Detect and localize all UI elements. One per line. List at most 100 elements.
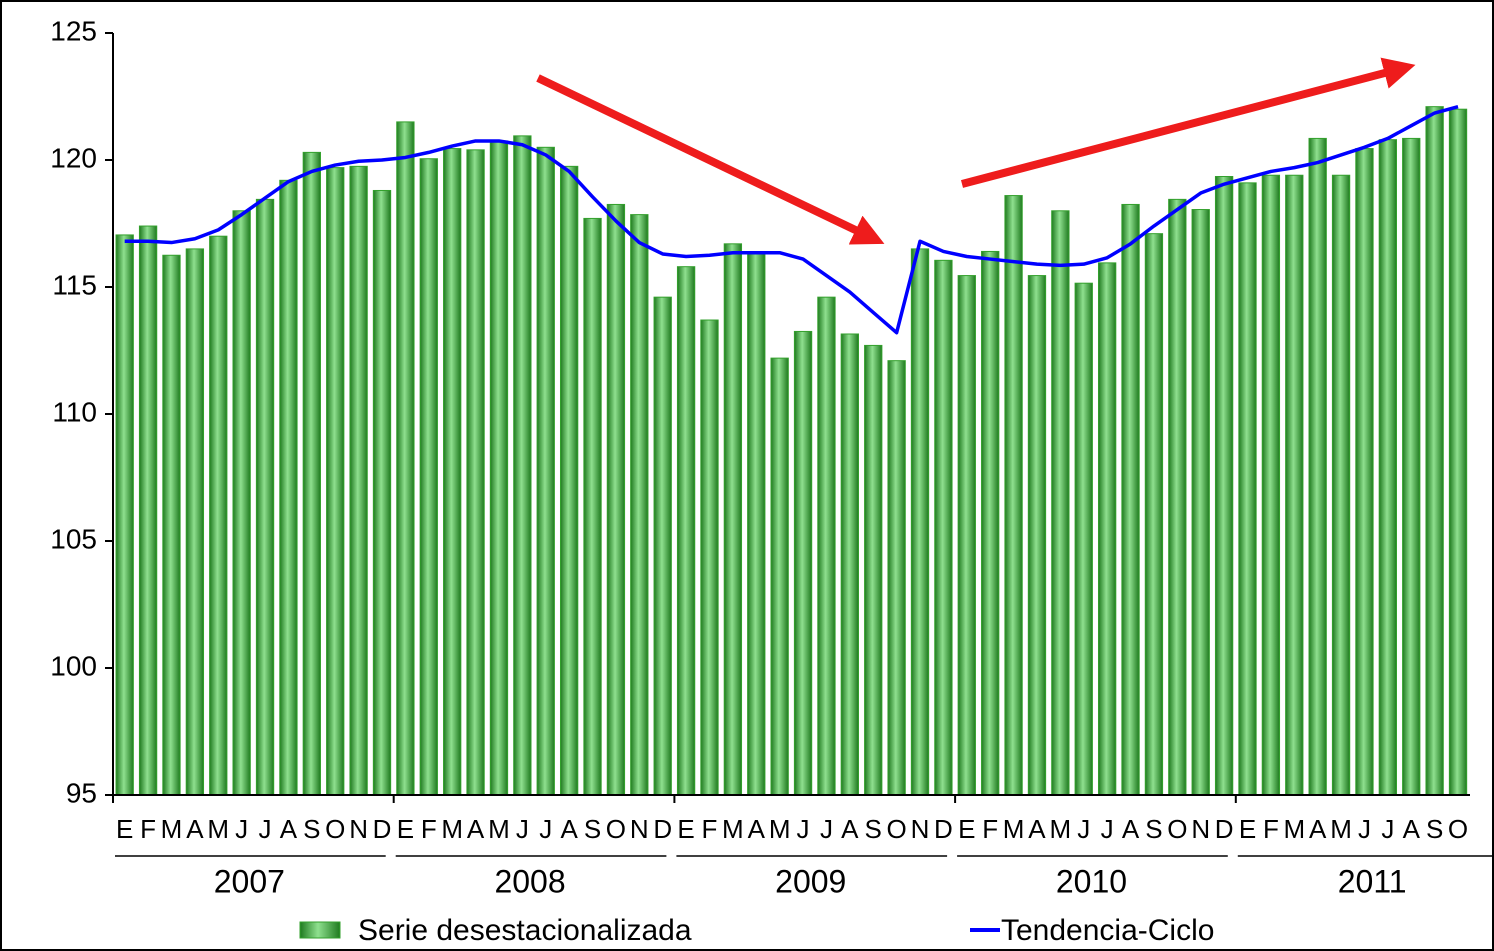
bar: [326, 167, 345, 796]
x-group-label: 2008: [494, 863, 565, 899]
x-tick-label: E: [397, 814, 414, 844]
y-tick-label: 95: [66, 777, 97, 808]
x-tick-label: M: [441, 814, 463, 844]
x-group-label: 2007: [214, 863, 285, 899]
bar: [513, 135, 532, 796]
bar: [209, 235, 228, 796]
x-tick-label: F: [982, 814, 998, 844]
x-tick-label: J: [516, 814, 529, 844]
bar: [676, 266, 696, 796]
x-group-label: 2011: [1338, 863, 1407, 899]
bar: [630, 214, 649, 796]
bar: [1261, 174, 1281, 796]
bar: [583, 217, 602, 796]
bar: [723, 243, 743, 796]
y-tick-label: 125: [50, 15, 97, 46]
x-tick-label: N: [1191, 814, 1210, 844]
bar: [115, 234, 134, 796]
bar: [793, 330, 813, 796]
x-tick-label: J: [539, 814, 552, 844]
bar: [162, 254, 181, 796]
bar: [1191, 209, 1210, 796]
x-tick-label: A: [467, 814, 485, 844]
bar: [770, 357, 789, 796]
x-group-label: 2009: [775, 863, 846, 899]
bar: [817, 296, 836, 796]
x-tick-label: O: [325, 814, 345, 844]
y-tick-label: 105: [50, 523, 97, 554]
x-tick-label: A: [560, 814, 578, 844]
bar: [255, 198, 275, 796]
bar: [232, 210, 251, 796]
arrow-down: [536, 74, 885, 245]
bar: [466, 149, 485, 796]
bar: [910, 248, 930, 796]
x-tick-label: E: [116, 814, 133, 844]
bar: [606, 203, 626, 796]
x-tick-label: F: [1263, 814, 1279, 844]
x-tick-label: J: [1381, 814, 1394, 844]
x-tick-label: A: [1309, 814, 1327, 844]
x-tick-label: M: [207, 814, 229, 844]
bar: [1331, 174, 1351, 796]
bar: [981, 250, 1000, 796]
x-tick-label: D: [653, 814, 672, 844]
bar: [1308, 137, 1327, 796]
legend-label: Serie desestacionalizada: [358, 914, 692, 947]
bar: [302, 151, 321, 796]
bar: [372, 189, 392, 796]
x-tick-label: S: [1145, 814, 1162, 844]
bar: [1051, 210, 1070, 796]
bar: [1425, 106, 1444, 796]
x-tick-label: O: [606, 814, 626, 844]
x-tick-label: J: [1358, 814, 1371, 844]
x-tick-label: J: [235, 814, 248, 844]
bar: [349, 165, 368, 796]
x-tick-label: J: [1101, 814, 1114, 844]
bar: [185, 248, 205, 796]
x-tick-label: J: [820, 814, 833, 844]
x-tick-label: F: [421, 814, 437, 844]
bar: [1238, 182, 1257, 796]
x-tick-label: D: [934, 814, 953, 844]
bar: [864, 344, 883, 796]
bar: [279, 179, 298, 796]
x-tick-label: S: [584, 814, 601, 844]
x-tick-label: O: [1167, 814, 1187, 844]
bar: [419, 158, 438, 796]
y-tick-label: 110: [52, 396, 97, 427]
bar: [559, 165, 579, 796]
bar: [1097, 262, 1117, 796]
bar: [396, 121, 415, 796]
x-tick-label: O: [1448, 814, 1468, 844]
bar: [887, 360, 906, 796]
x-tick-label: S: [1426, 814, 1443, 844]
legend-swatch: [299, 921, 341, 939]
bar: [840, 333, 859, 796]
x-tick-label: M: [722, 814, 744, 844]
bar: [138, 225, 158, 796]
bar: [1214, 176, 1234, 796]
bar: [934, 259, 953, 796]
bar: [1378, 139, 1398, 796]
x-tick-label: E: [958, 814, 975, 844]
x-tick-label: J: [259, 814, 272, 844]
x-tick-label: A: [280, 814, 298, 844]
y-tick-label: 120: [50, 142, 97, 173]
bar: [957, 275, 976, 796]
bar: [1144, 233, 1164, 796]
bar: [536, 146, 555, 796]
bar: [443, 148, 462, 796]
x-group-label: 2010: [1056, 863, 1127, 899]
y-tick-label: 115: [52, 269, 97, 300]
x-tick-label: O: [887, 814, 907, 844]
bar: [1027, 275, 1047, 796]
x-tick-label: F: [702, 814, 718, 844]
bar: [1285, 174, 1304, 796]
bar: [1355, 148, 1374, 796]
bar: [700, 319, 719, 796]
legend-label: Tendencia-Ciclo: [1001, 914, 1214, 947]
x-tick-label: A: [1122, 814, 1140, 844]
x-tick-label: J: [1077, 814, 1090, 844]
